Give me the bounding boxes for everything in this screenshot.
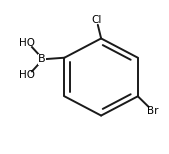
Text: HO: HO: [19, 70, 35, 80]
Text: B: B: [38, 54, 46, 64]
Text: Br: Br: [147, 106, 159, 116]
Text: Cl: Cl: [91, 14, 101, 24]
Text: HO: HO: [19, 38, 35, 48]
